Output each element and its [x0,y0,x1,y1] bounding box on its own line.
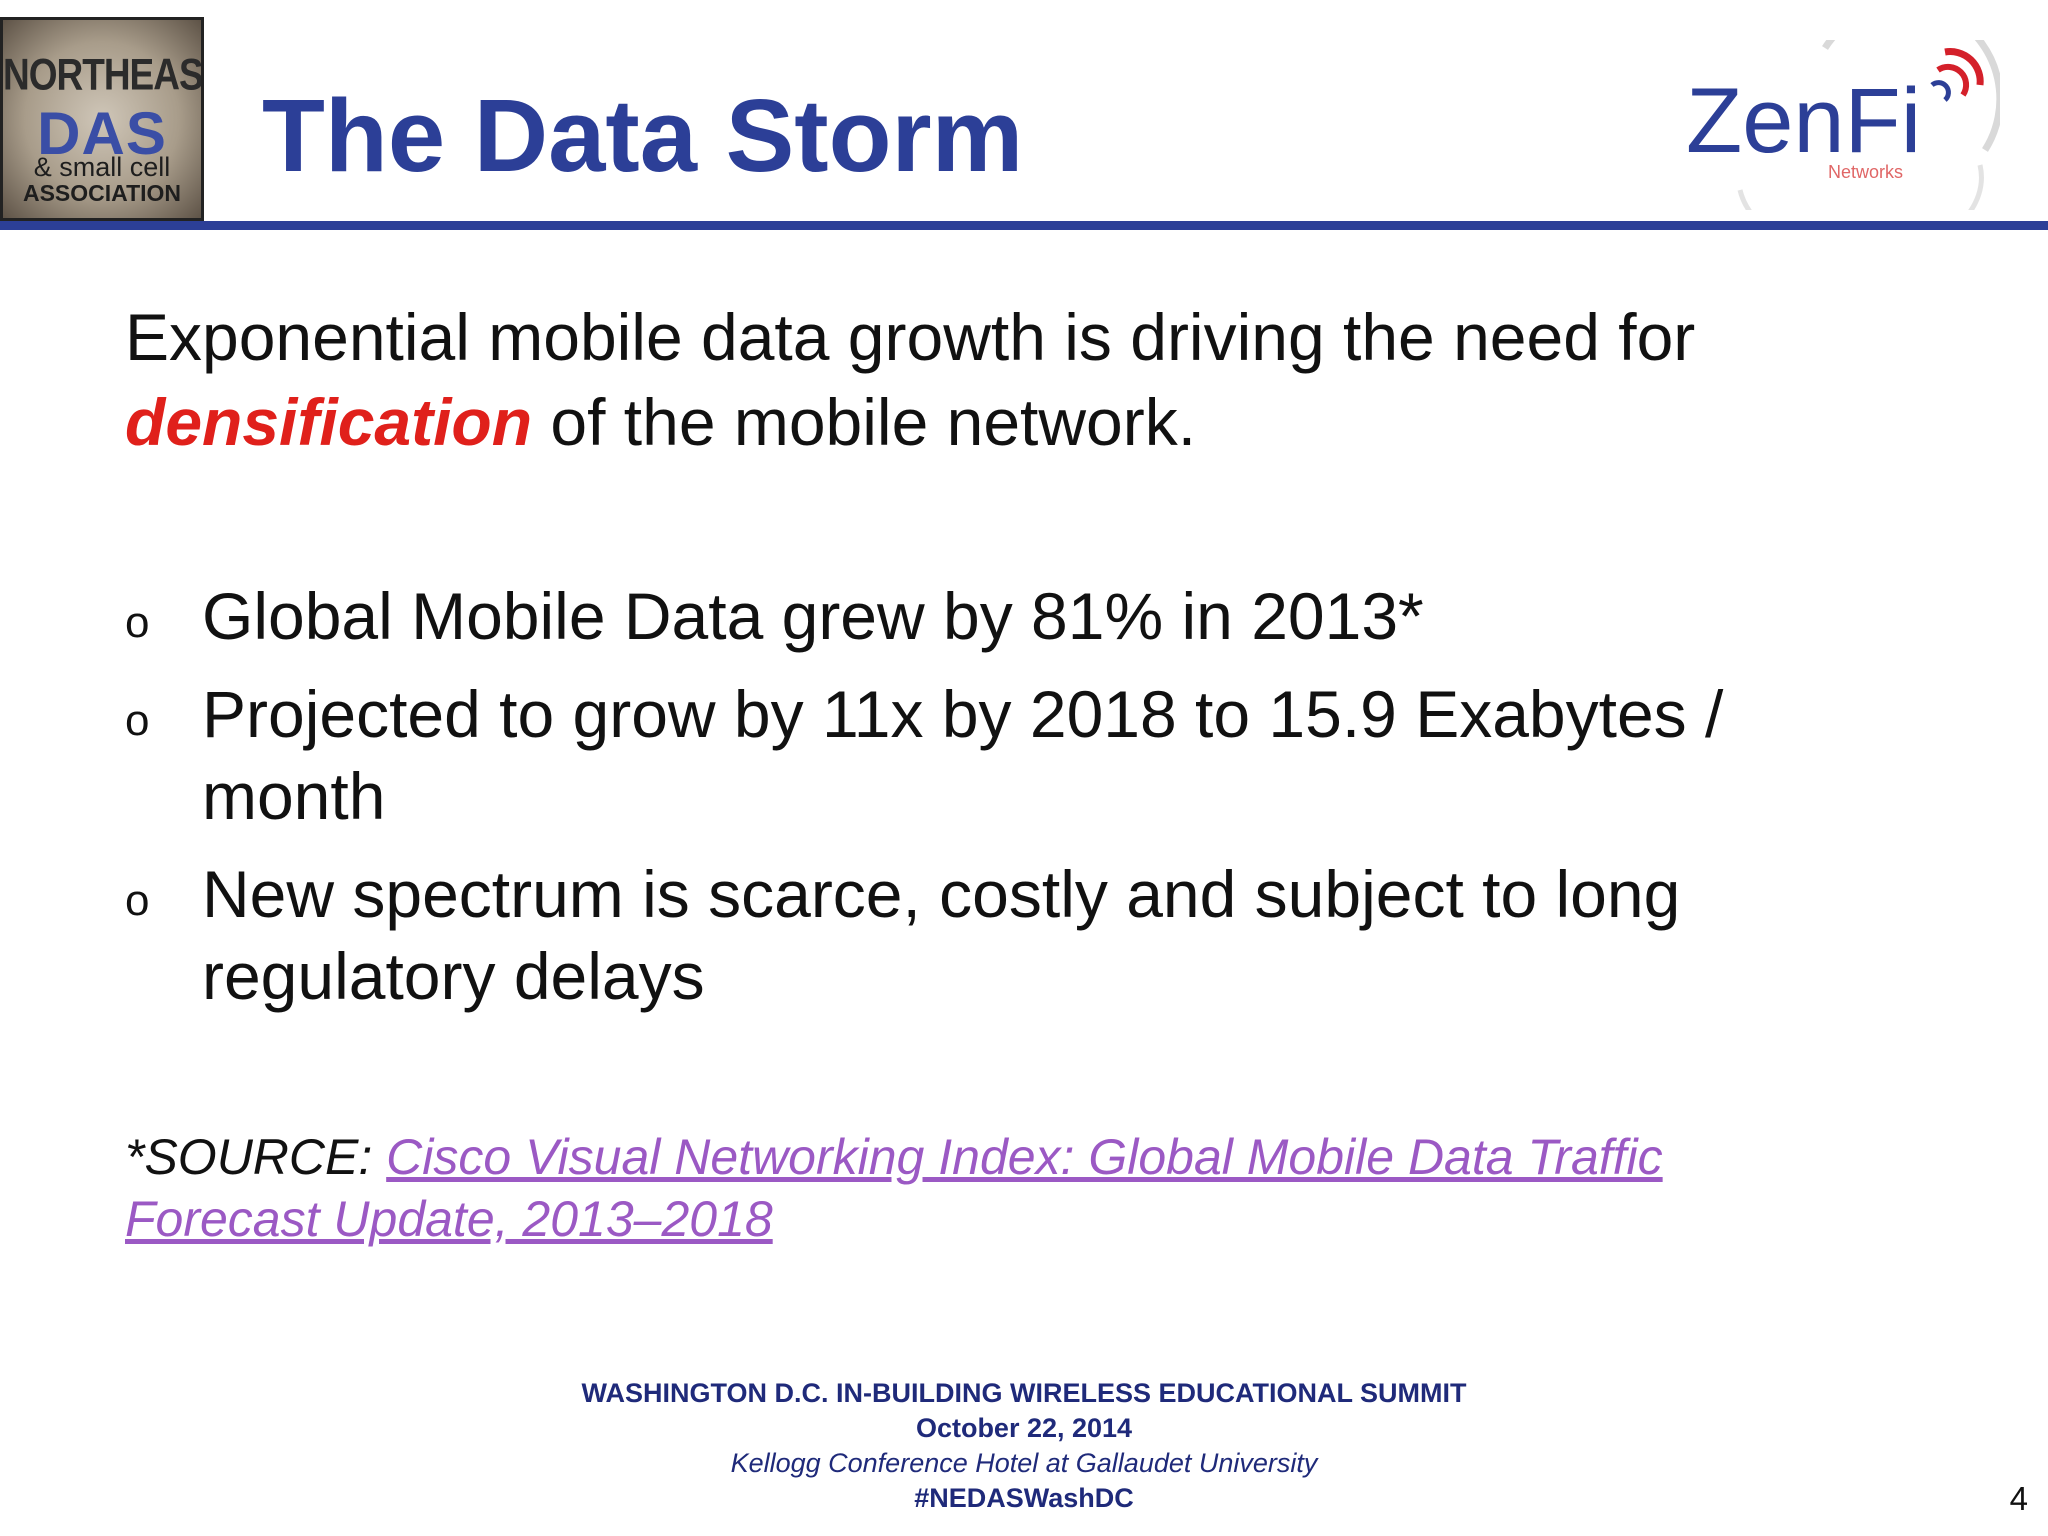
footer-venue: Kellogg Conference Hotel at Gallaudet Un… [730,1448,1318,1478]
intro-text-1: Exponential mobile data growth is drivin… [125,300,1696,374]
nedas-logo: NORTHEAST DAS & small cell ASSOCIATION [0,17,204,221]
logo-line-small-cell: & small cell [33,152,171,182]
intro-paragraph: Exponential mobile data growth is drivin… [125,295,1945,465]
list-item: o New spectrum is scarce, costly and sub… [125,853,1925,1017]
footer-hashtag: #NEDASWashDC [914,1483,1134,1513]
footer-date: October 22, 2014 [915,1413,1133,1443]
logo-line-association: ASSOCIATION [22,180,182,206]
intro-emphasis: densification [125,385,533,459]
signal-arc-1 [1944,48,1984,86]
bullet-text: Projected to grow by 11x by 2018 to 15.9… [202,677,1724,833]
zenfi-wordmark: ZenFi [1686,70,1921,172]
signal-arc-2 [1936,63,1970,97]
bullet-text: Global Mobile Data grew by 81% in 2013* [202,579,1424,653]
list-item: o Global Mobile Data grew by 81% in 2013… [125,575,1925,657]
signal-arc-3 [1930,80,1951,102]
bullet-circle-icon: o [125,598,150,647]
bullet-list: o Global Mobile Data grew by 81% in 2013… [125,575,1925,1033]
slide-title: The Data Storm [262,78,1024,193]
intro-text-2: of the mobile network. [532,385,1197,459]
bullet-circle-icon: o [125,876,150,925]
logo-line-northeast: NORTHEAST [3,49,204,99]
logo-line-das: DAS [37,100,167,167]
bullet-text: New spectrum is scarce, costly and subje… [202,857,1681,1013]
source-label: *SOURCE: [125,1129,387,1185]
header-rule [0,221,2048,230]
source-link[interactable]: Cisco Visual Networking Index: Global Mo… [125,1129,1663,1247]
footer-event-name: WASHINGTON D.C. IN-BUILDING WIRELESS EDU… [581,1378,1467,1408]
footer: WASHINGTON D.C. IN-BUILDING WIRELESS EDU… [0,1376,2048,1516]
zenfi-logo: ZenFi Networks [1686,40,2000,210]
page-number: 4 [2009,1480,2028,1517]
zenfi-subtitle: Networks [1828,162,1903,182]
bullet-circle-icon: o [125,696,150,745]
source-citation: *SOURCE: Cisco Visual Networking Index: … [125,1126,1825,1250]
list-item: o Projected to grow by 11x by 2018 to 15… [125,673,1925,837]
